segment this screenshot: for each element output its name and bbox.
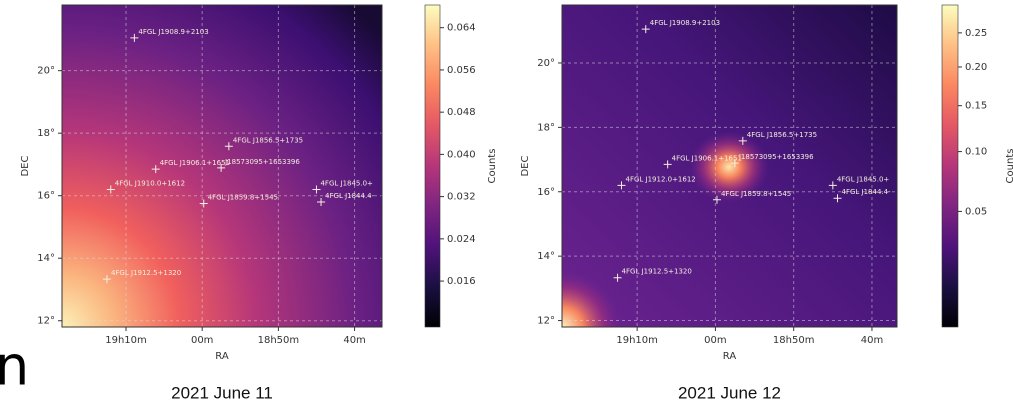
colorbar-tick-label: 0.040 [447, 149, 476, 160]
x-tick-label: 19h10m [105, 335, 147, 346]
y-tick-label: 20° [37, 66, 55, 77]
x-axis-label: RA [723, 351, 737, 362]
y-tick-label: 18° [37, 128, 55, 139]
y-axis-label: DEC [20, 155, 31, 176]
y-tick-label: 16° [37, 191, 55, 202]
x-tick-label: 18h50m [773, 335, 815, 346]
source-label: 4FGL J1845.0+ [320, 179, 373, 187]
x-tick-label: 40m [861, 335, 883, 346]
colorbar-tick-label: 0.056 [447, 65, 476, 76]
x-tick-label: 00m [704, 335, 726, 346]
y-tick-label: 12° [537, 316, 555, 327]
colorbar-label: Counts [487, 149, 498, 184]
y-axis-label: DEC [520, 155, 531, 176]
heatmap [562, 5, 897, 327]
colorbar-label: Counts [1005, 149, 1013, 184]
source-label: 4FGL J1856.5+1735 [747, 131, 817, 139]
y-tick-label: 12° [37, 316, 55, 327]
caption: 2021 June 11 [171, 383, 273, 402]
source-label: 4FGL J1859.8+1545 [721, 190, 791, 198]
source-label: 4FGL J1908.9+2103 [138, 28, 208, 36]
source-label: 4FGL J1845.0+ [837, 175, 890, 183]
x-tick-label: 18h50m [258, 335, 300, 346]
colorbar-tick-label: 0.016 [447, 276, 476, 287]
source-label: J18573095+1653396 [224, 158, 300, 166]
y-tick-label: 16° [537, 187, 555, 198]
colorbar-tick-label: 0.25 [965, 28, 987, 39]
source-label: 4FGL J1906.1+1651 [672, 154, 742, 162]
colorbar [942, 5, 958, 327]
figure: n 19h10m 00m 18h50m 40m 12° 14° 16° 18° 20° RA DEC… [0, 0, 1013, 409]
y-tick-label: 14° [537, 251, 555, 262]
x-tick-label: 00m [191, 335, 213, 346]
x-tick-label: 19h10m [616, 335, 658, 346]
source-label: J18573095+1653396 [738, 153, 814, 161]
source-label: 4FGL J1856.5+1735 [233, 136, 303, 144]
y-tick-label: 18° [537, 122, 555, 133]
colorbar-tick-label: 0.032 [447, 192, 476, 203]
x-axis-label: RA [215, 351, 229, 362]
source-label: 4FGL J1859.8+1545 [208, 194, 278, 202]
x-tick-label: 40m [343, 335, 365, 346]
source-label: 4FGL J1906.1+1651 [160, 159, 230, 167]
colorbar-tick-label: 0.10 [965, 147, 987, 158]
slide-fragment: n [0, 335, 29, 398]
source-label: 4FGL J1908.9+2103 [650, 19, 720, 27]
colorbar-tick-label: 0.048 [447, 107, 476, 118]
colorbar [425, 5, 440, 327]
colorbar-tick-label: 0.024 [447, 234, 476, 245]
caption: 2021 June 12 [678, 383, 781, 402]
colorbar-tick-label: 0.20 [965, 62, 987, 73]
source-label: 4FGL J1912.5+1320 [622, 268, 692, 276]
source-label: 4FGL J1912.0+1612 [625, 175, 695, 183]
source-label: 4FGL J1844.4- [325, 192, 375, 200]
source-label: 4FGL J1910.0+1612 [115, 179, 185, 187]
colorbar-tick-label: 0.064 [447, 23, 476, 34]
colorbar-tick-label: 0.05 [965, 206, 987, 217]
colorbar-tick-label: 0.15 [965, 101, 987, 112]
source-label: 4FGL J1844.4- [842, 188, 892, 196]
y-tick-label: 20° [537, 58, 555, 69]
y-tick-label: 14° [37, 253, 55, 264]
source-label: 4FGL J1912.5+1320 [111, 269, 181, 277]
